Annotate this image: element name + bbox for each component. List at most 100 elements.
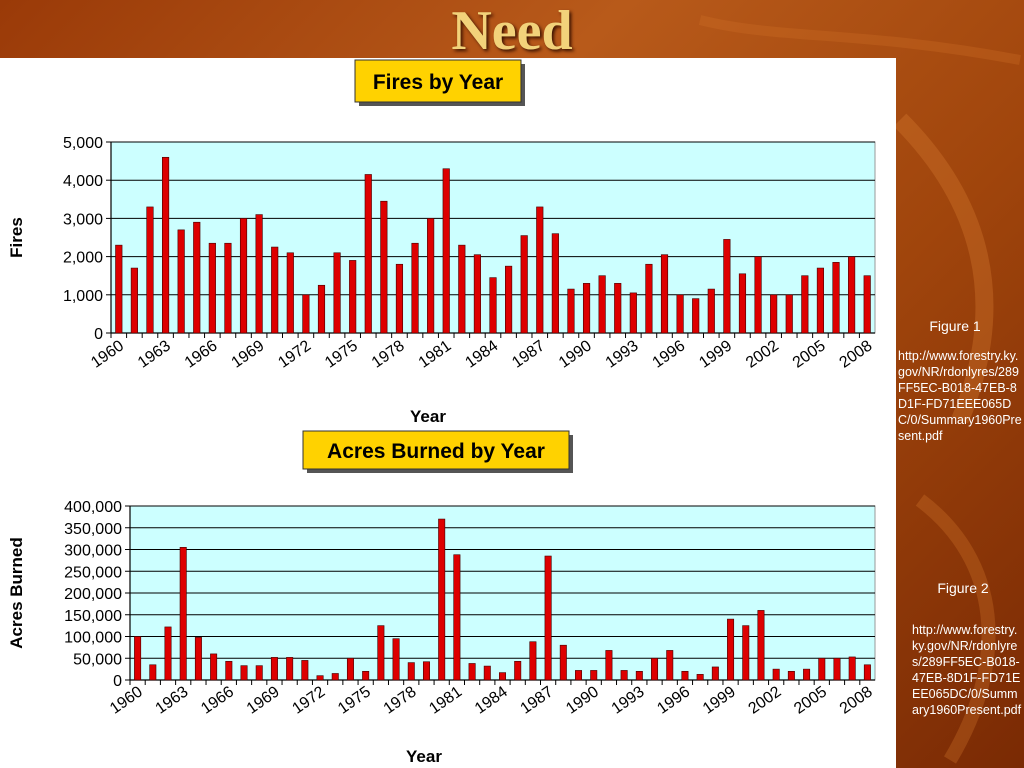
chart2-bar-1969 <box>270 657 278 681</box>
chart1-bar-1981 <box>442 168 450 334</box>
chart2-bar-1986 <box>529 641 537 681</box>
chart1-bar-1985 <box>505 265 513 334</box>
chart2-xtick-label: 1984 <box>472 683 511 717</box>
chart1-bar-1980 <box>427 218 435 334</box>
chart2-bar-1980 <box>438 518 446 681</box>
chart2-title-box <box>302 430 570 470</box>
chart1-bar-1996 <box>676 294 684 334</box>
chart2-bar-1979 <box>422 661 430 681</box>
chart2-bar-1987 <box>544 555 552 681</box>
chart1-bar-2006 <box>832 262 840 334</box>
chart2-bar-1984 <box>499 672 506 681</box>
chart2-bar-1968 <box>255 665 263 681</box>
chart1-ytick-label: 2,000 <box>63 250 103 267</box>
chart1-bar-1974 <box>333 252 341 334</box>
chart1-bar-1975 <box>349 260 357 334</box>
chart1-bar-1989 <box>567 288 575 334</box>
chart1-bar-1982 <box>458 244 466 334</box>
chart2-xtick-label: 1963 <box>153 683 192 717</box>
chart1-bar-1979 <box>411 242 419 334</box>
chart1-bar-1998 <box>707 288 715 334</box>
chart1-bar-1973 <box>317 284 326 334</box>
chart1-bar-2005 <box>816 267 825 334</box>
chart2-xtick-label: 2005 <box>791 683 830 717</box>
chart2-bar-1989 <box>575 670 583 681</box>
chart1-ytick-label: 5,000 <box>63 135 103 152</box>
chart2-bar-1965 <box>210 653 218 681</box>
chart2-xtick-label: 1999 <box>700 683 739 717</box>
chart1-xtick-label: 2005 <box>790 337 829 371</box>
chart2-xtick-label: 1975 <box>335 683 374 717</box>
chart1-bar-1963 <box>161 156 170 334</box>
chart1-ytick-label: 0 <box>94 326 103 343</box>
chart1-xtick-label: 1984 <box>462 337 501 371</box>
chart1-bar-2004 <box>801 275 809 334</box>
chart2-ytick-label: 250,000 <box>64 564 122 581</box>
chart2-bar-2003 <box>787 670 795 681</box>
chart1-bar-1987 <box>536 206 544 334</box>
figure-2-source-link[interactable]: http://www.forestry.ky.gov/NR/rdonlyres/… <box>912 623 1022 717</box>
chart1-title-box <box>354 59 522 103</box>
chart1-bar-2000 <box>738 273 747 334</box>
chart2-xlabel: Year <box>406 747 442 766</box>
chart1-ytick-label: 1,000 <box>63 288 103 305</box>
chart2-bar-1994 <box>651 657 659 681</box>
chart1-bar-1999 <box>723 239 731 334</box>
chart2-bar-2006 <box>833 657 841 681</box>
chart2-bar-1978 <box>407 662 415 681</box>
chart2-bar-1963 <box>179 547 187 681</box>
chart1-bar-1984 <box>489 277 497 334</box>
chart2-bar-1998 <box>711 666 719 681</box>
chart2-ytick-label: 300,000 <box>64 543 122 560</box>
chart2-bar-1996 <box>681 670 689 681</box>
figure-2-caption: Figure 2 <box>937 580 989 596</box>
chart2-xtick-label: 1978 <box>381 683 420 717</box>
chart2-bar-2007 <box>848 656 856 681</box>
chart1-bar-1966 <box>208 242 216 334</box>
chart1-xtick-label: 1963 <box>135 337 174 371</box>
chart2-bar-2008 <box>863 664 871 681</box>
chart2-xtick-label: 1987 <box>517 683 556 717</box>
chart1-bar-1967 <box>224 242 232 334</box>
chart2-xtick-label: 2008 <box>837 683 876 717</box>
figure-1-source-link[interactable]: http://www.forestry.ky.gov/NR/rdonlyres/… <box>898 349 1022 443</box>
chart2-bar-2002 <box>772 668 780 681</box>
chart1-bar-1976 <box>364 174 372 334</box>
figure-1-caption: Figure 1 <box>929 318 981 334</box>
chart2-title: Acres Burned by Year <box>327 440 545 463</box>
chart1-bar-1993 <box>629 292 637 334</box>
chart2-bar-1985 <box>514 660 522 681</box>
chart1-bar-2002 <box>770 294 778 334</box>
chart1-bar-2003 <box>785 294 793 334</box>
chart2-ytick-label: 400,000 <box>64 499 122 516</box>
chart1-bar-2001 <box>754 256 762 334</box>
chart1-bar-1960 <box>115 244 123 334</box>
chart2-xtick-label: 1969 <box>244 683 283 717</box>
chart2-xtick-label: 1993 <box>609 683 648 717</box>
chart1-bar-1997 <box>692 298 700 334</box>
slide-title: Need <box>451 0 573 62</box>
chart2-bar-1993 <box>635 670 643 681</box>
chart1-bar-1969 <box>255 214 263 334</box>
chart2-ytick-label: 200,000 <box>64 586 122 603</box>
chart2-bar-2001 <box>757 610 765 681</box>
chart1-bar-1971 <box>286 252 294 334</box>
chart1-bar-1991 <box>598 275 606 334</box>
chart1-bar-1968 <box>239 218 248 334</box>
chart1-xtick-label: 2008 <box>837 337 876 371</box>
chart2-ytick-label: 50,000 <box>73 651 122 668</box>
chart2-bar-1964 <box>194 637 202 681</box>
chart1-bar-1995 <box>660 254 669 334</box>
chart2-bar-1973 <box>331 673 339 681</box>
chart1-ylabel: Fires <box>7 217 26 258</box>
chart2-ytick-label: 150,000 <box>64 608 122 625</box>
charts-canvas: Fires by Year 0 1,000 2,000 3,000 4,000 5,000 1… <box>7 59 876 766</box>
chart2-bar-1974 <box>346 657 354 681</box>
chart2-bar-2005 <box>818 657 826 681</box>
chart2-bar-1960 <box>134 636 142 681</box>
chart2-bar-1995 <box>666 650 674 681</box>
chart1-bar-1977 <box>380 200 388 334</box>
chart2-ylabel: Acres Burned <box>7 537 26 648</box>
chart1-xtick-label: 1975 <box>322 337 361 371</box>
chart1-xtick-label: 1978 <box>369 337 408 371</box>
